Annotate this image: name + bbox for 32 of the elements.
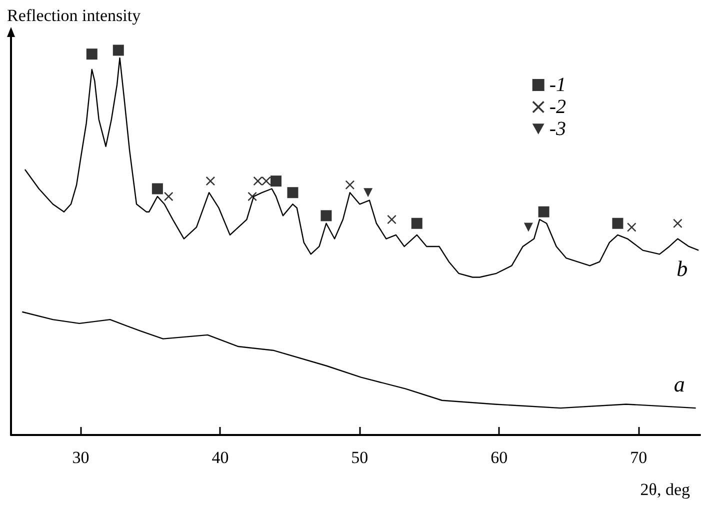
point (345, 180, 354, 190)
legend-label: -2 (549, 96, 566, 118)
point (253, 176, 262, 186)
x-tick-label: 40 (212, 448, 229, 467)
legend-label: -3 (549, 118, 566, 140)
x-axis-title: 2θ, deg (640, 480, 690, 499)
point (152, 183, 163, 194)
x-tick-label: 30 (72, 448, 90, 467)
point (524, 222, 533, 232)
y-axis-title: Reflection intensity (7, 6, 142, 25)
point (364, 188, 373, 198)
series-label: b (676, 256, 688, 281)
point (206, 176, 215, 186)
point (627, 222, 636, 232)
x-tick-label: 50 (351, 448, 368, 467)
point (164, 192, 174, 201)
point (86, 48, 98, 60)
point (112, 44, 124, 56)
point (612, 218, 624, 229)
point (320, 210, 332, 222)
point (287, 187, 298, 198)
legend-label: -1 (549, 74, 566, 96)
x-tick-label: 70 (630, 448, 648, 467)
point (538, 206, 550, 218)
point (270, 176, 282, 187)
series-label: a (674, 372, 685, 397)
x-tick-label: 60 (490, 448, 508, 467)
point (411, 218, 422, 229)
point (248, 192, 257, 201)
point (387, 215, 396, 224)
point (673, 218, 682, 228)
point (262, 176, 271, 186)
